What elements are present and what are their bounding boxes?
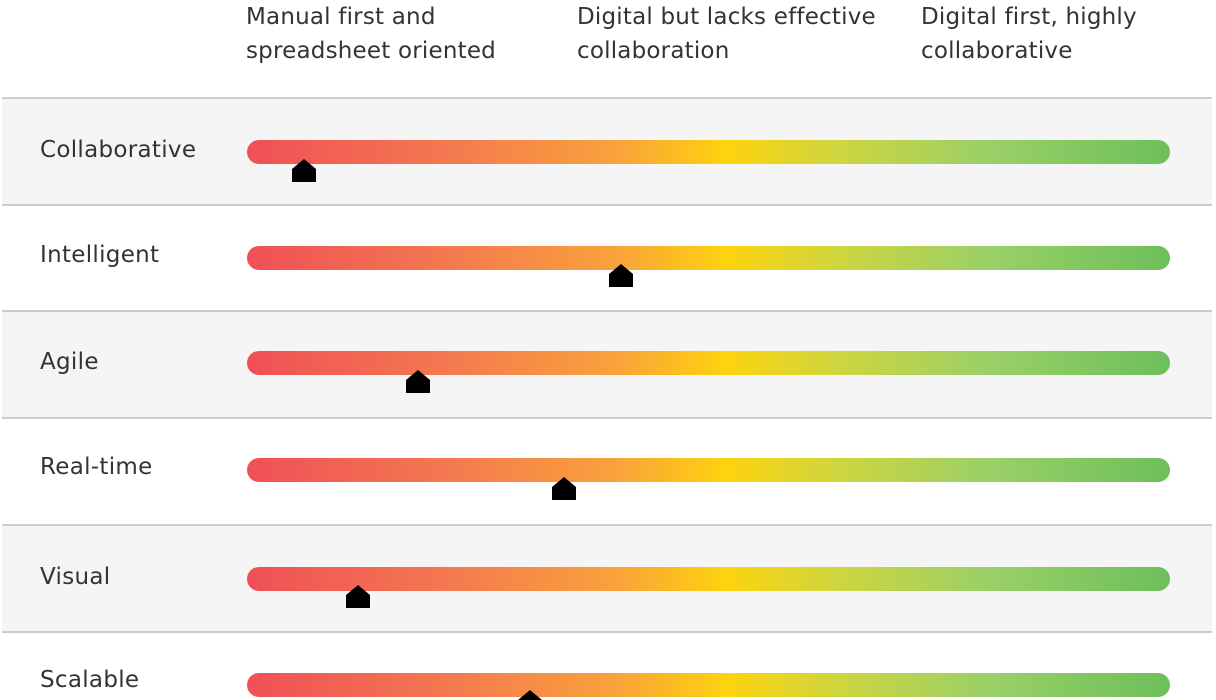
row-label: Intelligent (40, 242, 160, 268)
divider (2, 310, 1212, 312)
row-visual: Visual (2, 526, 1212, 631)
scale-label-manual: Manual first and spreadsheet oriented (246, 4, 496, 64)
gradient-bar (247, 140, 1170, 164)
scale-label-digital: Digital but lacks effective collaboratio… (577, 4, 876, 64)
divider (2, 204, 1212, 206)
scale-label-collaborative: Digital first, highly collaborative (921, 4, 1137, 64)
row-label: Collaborative (40, 137, 197, 163)
row-label: Agile (40, 349, 99, 375)
row-real-time: Real-time (2, 419, 1212, 524)
row-intelligent: Intelligent (2, 206, 1212, 310)
divider (2, 524, 1212, 526)
position-marker-icon (345, 584, 370, 608)
position-marker-icon (608, 263, 633, 287)
row-label: Real-time (40, 454, 153, 480)
position-marker-icon (551, 476, 576, 500)
gradient-bar (247, 673, 1170, 697)
divider (2, 97, 1212, 99)
row-label: Scalable (40, 667, 140, 693)
gradient-bar (247, 246, 1170, 270)
position-marker-icon (518, 689, 543, 700)
row-label: Visual (40, 564, 111, 590)
divider (2, 631, 1212, 633)
gradient-bar (247, 351, 1170, 375)
divider (2, 417, 1212, 419)
gradient-bar (247, 458, 1170, 482)
row-scalable: Scalable (2, 633, 1212, 700)
row-agile: Agile (2, 312, 1212, 417)
position-marker-icon (405, 369, 430, 393)
row-collaborative: Collaborative (2, 99, 1212, 204)
gradient-bar (247, 567, 1170, 591)
position-marker-icon (292, 158, 317, 182)
